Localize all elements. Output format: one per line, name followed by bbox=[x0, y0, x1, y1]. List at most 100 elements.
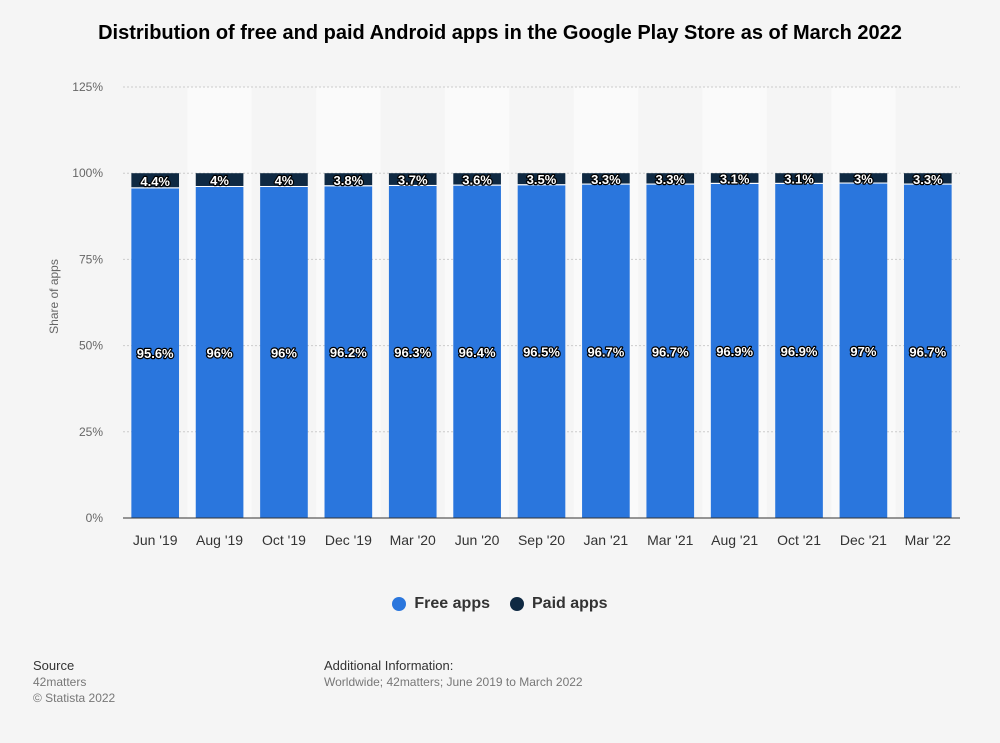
x-axis-ticks: Jun '19 Aug '19 Oct '19 Dec '19 Mar '20 Jun '… bbox=[133, 532, 951, 548]
bar-free-apps bbox=[903, 184, 952, 518]
bar-free-apps bbox=[388, 185, 437, 519]
data-label-free-apps: 97% bbox=[850, 344, 876, 359]
data-label-free-apps: 96.9% bbox=[716, 344, 753, 359]
source-heading: Source bbox=[33, 658, 75, 673]
data-label-paid-apps: 3.3% bbox=[591, 172, 621, 187]
bar-separator bbox=[131, 187, 180, 189]
data-label-paid-apps: 3.3% bbox=[655, 172, 685, 187]
chart-title: Distribution of free and paid Android ap… bbox=[98, 22, 902, 44]
bar-free-apps bbox=[195, 186, 244, 518]
bar-separator bbox=[710, 182, 759, 184]
stacked-bar-chart: 0%25%50%75%100%125% 95.6%4.4%96%4%96%4%9… bbox=[47, 80, 960, 548]
data-label-paid-apps: 3.7% bbox=[398, 173, 428, 188]
x-tick-label: Jun '19 bbox=[133, 532, 178, 548]
y-tick-label: 0% bbox=[86, 511, 104, 525]
y-tick-label: 100% bbox=[72, 166, 103, 180]
y-tick-label: 50% bbox=[79, 339, 103, 353]
bar-free-apps bbox=[453, 185, 501, 518]
x-tick-label: Mar '21 bbox=[647, 532, 693, 548]
bar-paid-apps bbox=[903, 173, 952, 184]
bar-paid-apps bbox=[710, 173, 759, 183]
x-tick-label: Sep '20 bbox=[518, 532, 565, 548]
bar-separator bbox=[517, 184, 566, 186]
x-tick-label: Aug '21 bbox=[711, 532, 758, 548]
data-label-paid-apps: 3.1% bbox=[720, 172, 750, 187]
legend-item-free-apps[interactable]: Free apps bbox=[392, 595, 490, 613]
data-label-free-apps: 96.4% bbox=[459, 345, 496, 360]
bar-free-apps bbox=[324, 186, 373, 518]
y-tick-label: 125% bbox=[72, 80, 103, 94]
bar-separator bbox=[775, 182, 823, 184]
x-tick-label: Mar '22 bbox=[905, 532, 951, 548]
data-label-free-apps: 95.6% bbox=[137, 346, 174, 361]
y-axis-label: Share of apps bbox=[47, 259, 61, 334]
bar-paid-apps bbox=[775, 173, 823, 183]
data-label-paid-apps: 4% bbox=[210, 173, 229, 188]
bar-separator bbox=[453, 184, 501, 186]
x-tick-label: Jan '21 bbox=[584, 532, 629, 548]
x-tick-label: Dec '21 bbox=[840, 532, 887, 548]
data-labels: 95.6% 4.4% 96% 4% 96% 4% 96.2% 3.8% 96.3% 3.7% 96.… bbox=[136, 170, 948, 362]
bar-separator bbox=[324, 185, 373, 187]
x-tick-label: Aug '19 bbox=[196, 532, 243, 548]
legend-free-dot-icon bbox=[392, 597, 407, 611]
bar-paid-apps bbox=[582, 173, 630, 184]
legend: Free apps Paid apps bbox=[0, 595, 1000, 613]
data-label-paid-apps: 4.4% bbox=[140, 174, 170, 189]
bar-free-apps bbox=[517, 185, 566, 518]
legend-item-paid-apps[interactable]: Paid apps bbox=[510, 595, 608, 613]
data-label-paid-apps: 3.1% bbox=[784, 172, 814, 187]
bar-separator bbox=[388, 184, 437, 186]
additional-info-block: Additional Information: Worldwide; 42mat… bbox=[324, 658, 583, 690]
legend-paid-dot-icon bbox=[510, 597, 524, 611]
bar-paid-apps bbox=[517, 173, 566, 185]
data-label-free-apps: 96.7% bbox=[909, 344, 946, 359]
data-label-free-apps: 96% bbox=[207, 345, 233, 360]
bar-paid-apps bbox=[453, 173, 501, 185]
bar-paid-apps bbox=[195, 173, 244, 186]
bar-paid-apps bbox=[388, 173, 437, 185]
bar-paid-apps bbox=[324, 173, 373, 186]
x-tick-label: Oct '21 bbox=[777, 532, 821, 548]
data-label-free-apps: 96.5% bbox=[523, 345, 560, 360]
bar-free-apps bbox=[710, 183, 759, 518]
bar-free-apps bbox=[775, 183, 823, 518]
legend-free-label: Free apps bbox=[414, 595, 490, 612]
data-label-paid-apps: 4% bbox=[275, 173, 294, 188]
legend-paid-label: Paid apps bbox=[532, 595, 608, 612]
bar-free-apps bbox=[646, 184, 695, 518]
x-tick-label: Mar '20 bbox=[390, 532, 436, 548]
data-label-free-apps: 96.2% bbox=[330, 345, 367, 360]
bar-paid-apps bbox=[131, 173, 180, 188]
copyright: © Statista 2022 bbox=[33, 691, 116, 705]
data-label-paid-apps: 3.5% bbox=[527, 172, 557, 187]
bar-free-apps bbox=[260, 186, 308, 518]
data-label-free-apps: 96.7% bbox=[587, 344, 624, 359]
bar-free-apps bbox=[582, 184, 630, 518]
source-block: Source 42matters © Statista 2022 bbox=[33, 658, 115, 706]
x-tick-label: Dec '19 bbox=[325, 532, 372, 548]
data-label-free-apps: 96.9% bbox=[781, 344, 818, 359]
data-label-paid-apps: 3.3% bbox=[913, 172, 943, 187]
bar-separator bbox=[195, 185, 244, 187]
data-label-paid-apps: 3% bbox=[854, 171, 873, 186]
y-axis-ticks: 0% 25% 50% 75% 100% 125% bbox=[72, 80, 103, 525]
x-tick-label: Jun '20 bbox=[455, 532, 500, 548]
data-label-paid-apps: 3.8% bbox=[334, 173, 364, 188]
bar-paid-apps bbox=[260, 173, 308, 186]
x-tick-label: Oct '19 bbox=[262, 532, 306, 548]
additional-info-heading: Additional Information: bbox=[324, 658, 454, 673]
data-label-free-apps: 96.7% bbox=[652, 344, 689, 359]
data-label-free-apps: 96.3% bbox=[394, 345, 431, 360]
y-tick-label: 25% bbox=[79, 425, 103, 439]
bar-separator bbox=[582, 183, 630, 185]
bar-paid-apps bbox=[839, 173, 888, 183]
bar-separator bbox=[839, 182, 888, 184]
y-tick-label: 75% bbox=[79, 252, 103, 266]
bar-separator bbox=[646, 183, 695, 185]
source-name: 42matters bbox=[33, 675, 87, 689]
bars bbox=[131, 173, 952, 519]
bar-paid-apps bbox=[646, 173, 695, 184]
data-label-free-apps: 96% bbox=[271, 345, 297, 360]
bar-free-apps bbox=[131, 188, 180, 518]
